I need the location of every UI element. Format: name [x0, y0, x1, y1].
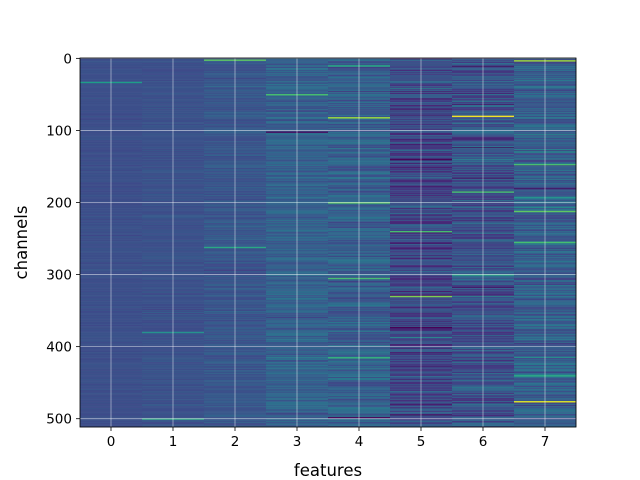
y-tick-label: 100: [46, 123, 72, 139]
y-tick-label: 200: [46, 196, 72, 212]
x-tick-label: 3: [293, 434, 302, 450]
x-tick-label: 5: [417, 434, 426, 450]
x-axis-label: features: [294, 461, 362, 480]
y-tick-label: 300: [46, 268, 72, 284]
heatmap-cells: [80, 58, 577, 428]
x-tick-label: 6: [479, 434, 488, 450]
x-axis-ticks: 0 1 2 3 4 5 6 7: [107, 427, 550, 450]
y-tick-label: 400: [46, 340, 72, 356]
x-tick-label: 7: [541, 434, 550, 450]
x-tick-label: 2: [231, 434, 240, 450]
y-tick-label: 500: [46, 412, 72, 428]
y-tick-label: 0: [63, 51, 72, 67]
x-tick-label: 0: [107, 434, 116, 450]
x-tick-label: 1: [169, 434, 178, 450]
grid-lines: [80, 57, 576, 427]
plot-frame: [79, 57, 577, 428]
y-axis-label: channels: [12, 206, 31, 280]
y-axis-ticks: 0 100 200 300 400 500: [46, 51, 80, 428]
x-tick-label: 4: [355, 434, 364, 450]
